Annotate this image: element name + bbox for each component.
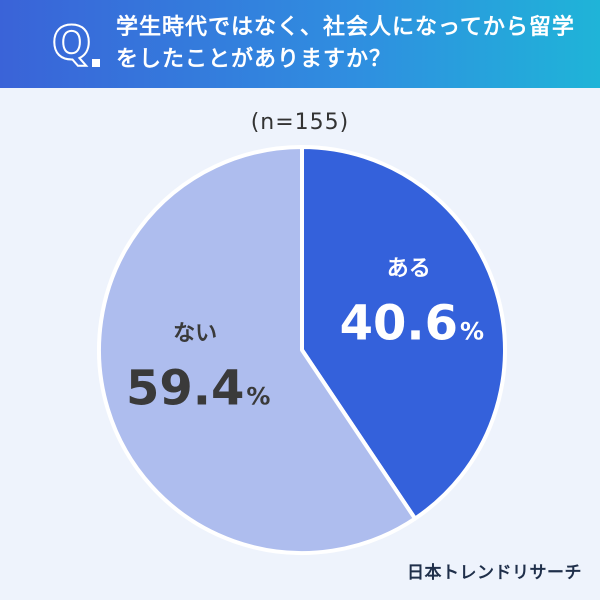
question-text: 学生時代ではなく、社会人になってから留学をしたことがありますか？: [116, 15, 575, 72]
slice-value-1: 59.4: [126, 360, 244, 416]
pie-slice-1: [97, 145, 418, 555]
slice-label-0: ある: [387, 257, 431, 282]
slice-unit-1: %: [246, 382, 270, 410]
slice-unit-0: %: [460, 318, 484, 346]
q-dot-icon: [92, 59, 100, 67]
sample-size-label: (n=155): [250, 110, 350, 135]
brand-logo: 日本トレンドリサーチ: [407, 563, 582, 583]
pie-slice-0: [300, 145, 507, 521]
slice-value-0: 40.6: [340, 296, 458, 352]
question-header: Q 学生時代ではなく、社会人になってから留学をしたことがありますか？: [0, 0, 600, 88]
slice-label-1: ない: [173, 321, 217, 346]
q-mark-icon: Q: [51, 16, 92, 70]
